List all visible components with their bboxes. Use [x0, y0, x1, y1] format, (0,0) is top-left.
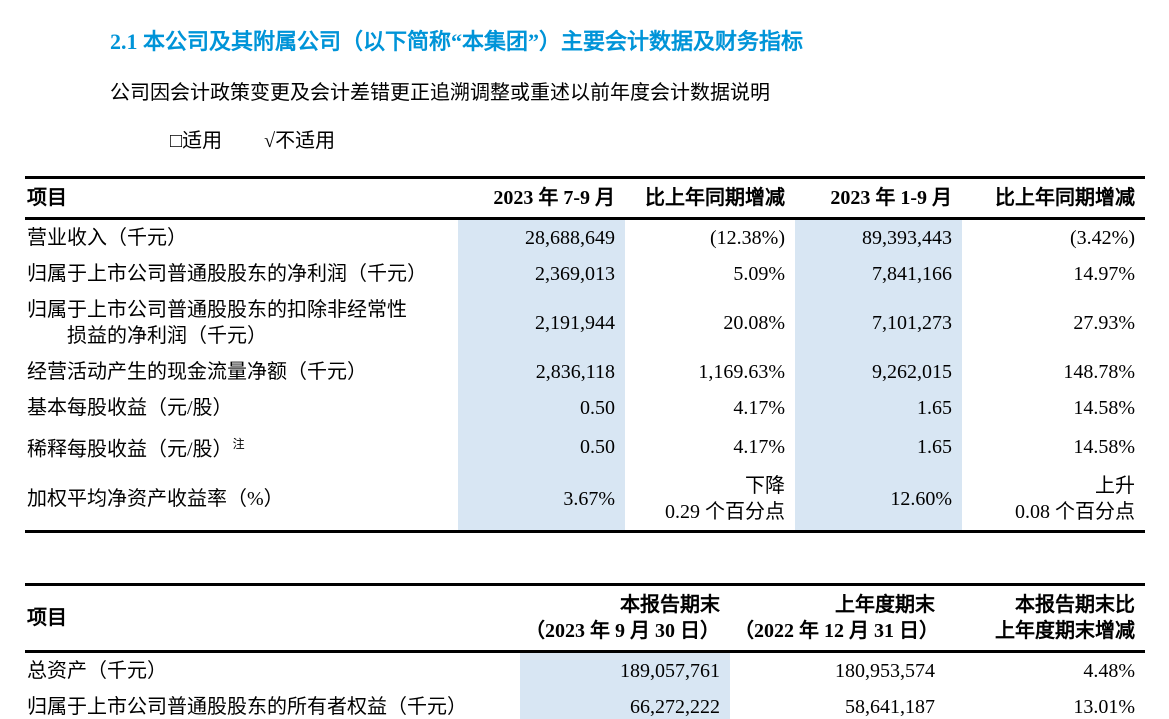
row-label: 稀释每股收益（元/股）注 — [27, 437, 245, 461]
cell-value: 20.08% — [723, 312, 785, 334]
column-header: 本报告期末比 上年度期末增减 — [945, 582, 1145, 653]
column-header: 项目 — [25, 176, 458, 220]
table-row: 经营活动产生的现金流量净额（千元） 2,836,118 1,169.63% 9,262… — [25, 354, 1145, 390]
cell-value: 14.58% — [1073, 397, 1135, 419]
table-row: 归属于上市公司普通股股东的所有者权益（千元） 66,272,222 58,641,1… — [25, 688, 1145, 719]
table-row: 营业收入（千元） 28,688,649 (12.38%) 89,393,443 (3.4… — [25, 218, 1145, 256]
cell-value: 13.01% — [945, 688, 1145, 719]
cell-value: 1,169.63% — [698, 361, 785, 383]
option-not-applicable: √不适用 — [264, 130, 336, 152]
row-label: 经营活动产生的现金流量净额（千元） — [27, 361, 367, 383]
cell-value: 27.93% — [1073, 312, 1135, 334]
cell-value: 2,836,118 — [458, 354, 625, 390]
cell-value: 1.65 — [795, 390, 962, 426]
cell-value: (3.42%) — [1070, 227, 1135, 249]
column-header: 比上年同期增减 — [962, 176, 1145, 220]
section-title: 2.1 本公司及其附属公司（以下简称“本集团”）主要会计数据及财务指标 — [110, 29, 804, 54]
table-row: 加权平均净资产收益率（%） 3.67% 下降 0.29 个百分点 12.60% 上升 0.0… — [25, 467, 1145, 533]
header-row: 项目 本报告期末 （2023 年 9 月 30 日） 上年度期末 （2022 年 12 … — [25, 582, 1145, 653]
column-header: 比上年同期增减 — [625, 176, 795, 220]
cell-value: 2,191,944 — [458, 292, 625, 354]
cell-value: 3.67% — [458, 467, 625, 533]
cell-value: (12.38%) — [710, 227, 785, 249]
cell-value: 148.78% — [1063, 361, 1135, 383]
cell-value: 4.17% — [733, 397, 785, 419]
cell-value: 14.97% — [1073, 263, 1135, 285]
cell-value: 0.50 — [458, 390, 625, 426]
cell-value: 5.09% — [733, 263, 785, 285]
cell-value: 189,057,761 — [520, 651, 730, 689]
column-header: 2023 年 1-9 月 — [795, 176, 962, 220]
table-row: 总资产（千元） 189,057,761 180,953,574 4.48% — [25, 651, 1145, 689]
row-label: 基本每股收益（元/股） — [27, 397, 233, 419]
cell-value: 180,953,574 — [835, 659, 935, 682]
applicability-options: □适用 √不适用 — [170, 128, 1145, 154]
row-label: 总资产（千元） — [27, 659, 167, 682]
cell-value: 4.17% — [733, 435, 785, 458]
column-header: 本报告期末 （2023 年 9 月 30 日） — [520, 582, 730, 653]
period-end-balance-table: 项目 本报告期末 （2023 年 9 月 30 日） 上年度期末 （2022 年 12 … — [25, 582, 1145, 719]
row-label: 加权平均净资产收益率（%） — [25, 467, 458, 533]
row-label: 归属于上市公司普通股股东的净利润（千元） — [27, 263, 427, 285]
footnote-marker: 注 — [232, 437, 245, 451]
column-header: 上年度期末 （2022 年 12 月 31 日） — [730, 582, 945, 653]
row-label: 归属于上市公司普通股股东的扣除非经常性 损益的净利润（千元） — [27, 299, 407, 347]
cell-value: 2,369,013 — [458, 256, 625, 292]
cell-value: 1.65 — [795, 426, 962, 468]
key-financials-table: 项目 2023 年 7-9 月比上年同期增减 2023 年 1-9 月比上年同期增减… — [25, 176, 1145, 533]
table-row: 归属于上市公司普通股股东的扣除非经常性 损益的净利润（千元） 2,191,944 2… — [25, 292, 1145, 354]
option-applicable: □适用 — [170, 130, 223, 152]
cell-value: 4.48% — [1083, 659, 1135, 682]
cell-value: 7,101,273 — [795, 292, 962, 354]
table-row: 基本每股收益（元/股） 0.50 4.17% 1.65 14.58% — [25, 390, 1145, 426]
table-row: 稀释每股收益（元/股）注 0.50 4.17% 1.65 14.58% — [25, 426, 1145, 468]
cell-value: 下降 0.29 个百分点 — [625, 467, 795, 533]
header-row: 项目 2023 年 7-9 月比上年同期增减 2023 年 1-9 月比上年同期增减 — [25, 176, 1145, 220]
table-row: 归属于上市公司普通股股东的净利润（千元） 2,369,013 5.09% 7,841,… — [25, 256, 1145, 292]
column-header: 2023 年 7-9 月 — [458, 176, 625, 220]
cell-value: 0.50 — [458, 426, 625, 468]
cell-value: 9,262,015 — [795, 354, 962, 390]
cell-value: 58,641,187 — [730, 688, 945, 719]
cell-value: 28,688,649 — [458, 218, 625, 256]
restatement-note: 公司因会计政策变更及会计差错更正追溯调整或重述以前年度会计数据说明 — [110, 82, 770, 104]
row-label: 营业收入（千元） — [27, 227, 187, 249]
cell-value: 上升 0.08 个百分点 — [962, 467, 1145, 533]
cell-value: 89,393,443 — [795, 218, 962, 256]
cell-value: 14.58% — [1073, 435, 1135, 458]
cell-value: 12.60% — [795, 467, 962, 533]
row-label: 归属于上市公司普通股股东的所有者权益（千元） — [25, 688, 520, 719]
cell-value: 66,272,222 — [520, 688, 730, 719]
column-header: 项目 — [25, 582, 520, 653]
cell-value: 7,841,166 — [795, 256, 962, 292]
